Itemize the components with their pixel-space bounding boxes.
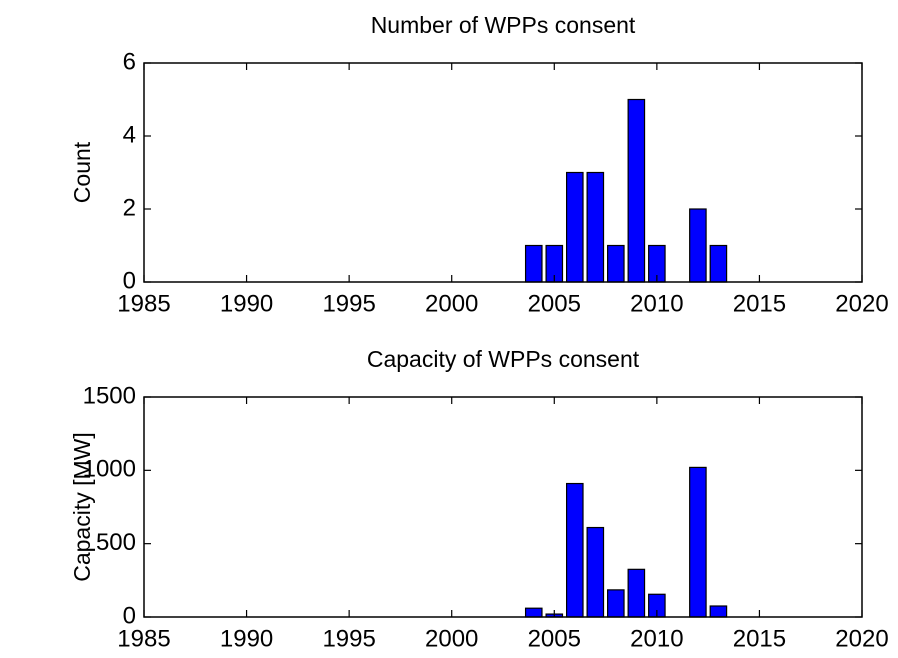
x-tick-label: 1985 xyxy=(117,290,170,317)
x-tick-label: 1990 xyxy=(220,290,273,317)
bar xyxy=(565,171,584,283)
bar xyxy=(689,466,707,618)
y-axis-label: Count xyxy=(69,141,95,203)
bar xyxy=(586,526,605,618)
x-tick-label: 1990 xyxy=(220,625,273,652)
y-tick-label: 0 xyxy=(123,602,136,629)
axes-frame xyxy=(143,396,863,618)
y-tick-label: 6 xyxy=(123,48,136,75)
x-tick-label: 1995 xyxy=(322,290,375,317)
x-tick-label: 2015 xyxy=(733,625,786,652)
bar xyxy=(607,244,625,283)
y-tick-label: 1000 xyxy=(83,456,136,483)
plot-area xyxy=(144,397,862,617)
bar xyxy=(709,244,728,283)
bar xyxy=(586,171,605,283)
y-axis-label: Capacity [MW] xyxy=(69,432,95,582)
plot-area xyxy=(144,63,862,282)
y-tick-label: 4 xyxy=(123,121,136,148)
y-tick-label: 500 xyxy=(96,529,136,556)
x-tick-label: 2005 xyxy=(528,625,581,652)
x-tick-label: 1985 xyxy=(117,625,170,652)
bar xyxy=(524,244,543,283)
x-tick-label: 2005 xyxy=(528,290,581,317)
x-tick-label: 2015 xyxy=(733,290,786,317)
x-tick-label: 2010 xyxy=(630,290,683,317)
y-tick-label: 2 xyxy=(123,194,136,221)
bar xyxy=(524,607,543,618)
x-tick-label: 2000 xyxy=(425,625,478,652)
y-tick-label: 0 xyxy=(123,267,136,294)
x-tick-label: 2010 xyxy=(630,625,683,652)
bar xyxy=(627,568,646,618)
x-tick-label: 2020 xyxy=(835,625,888,652)
x-tick-label: 1995 xyxy=(322,625,375,652)
bar xyxy=(565,482,584,618)
bar xyxy=(607,589,625,618)
bar xyxy=(709,605,728,618)
chart-title: Number of WPPs consent xyxy=(371,12,636,38)
x-tick-label: 2000 xyxy=(425,290,478,317)
x-tick-label: 2020 xyxy=(835,290,888,317)
chart-title: Capacity of WPPs consent xyxy=(367,346,640,372)
axes-frame xyxy=(143,62,863,283)
y-tick-label: 1500 xyxy=(83,382,136,409)
bar xyxy=(689,208,707,283)
bar xyxy=(627,98,646,283)
